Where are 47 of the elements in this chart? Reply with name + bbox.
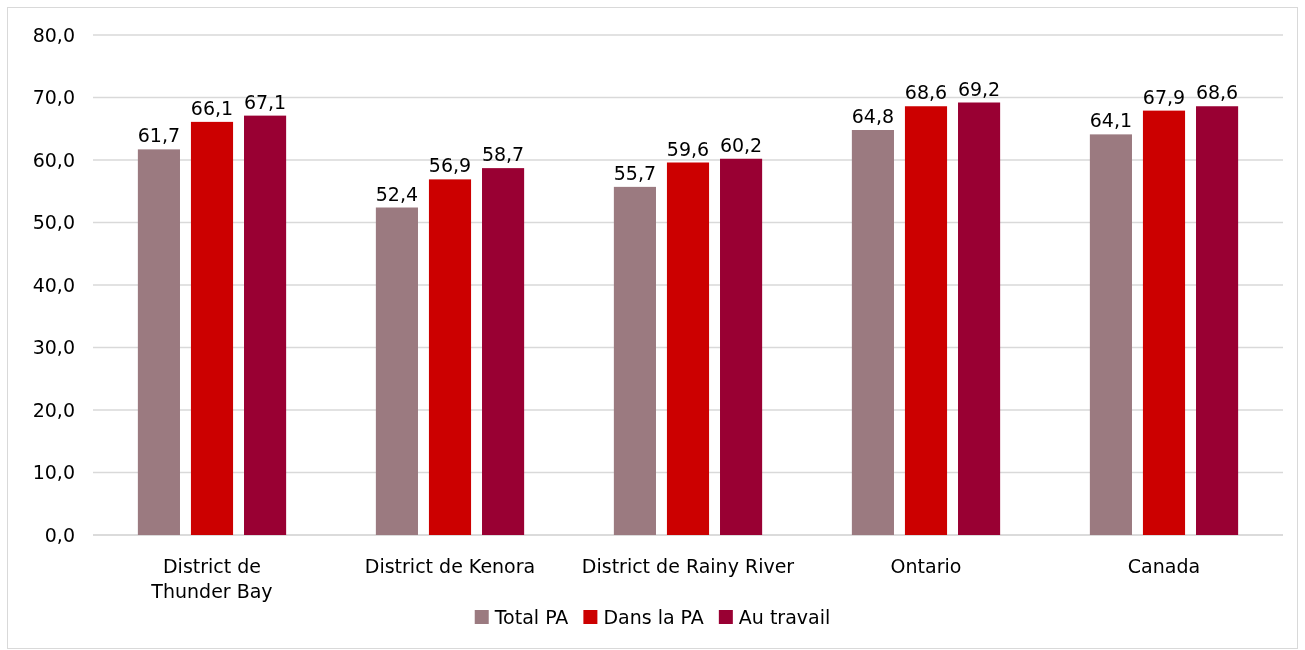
x-tick-label: District de Rainy River: [581, 555, 795, 577]
y-tick-label: 30,0: [32, 336, 75, 359]
bar: [482, 168, 525, 535]
y-tick-label: 10,0: [32, 461, 75, 484]
data-label: 58,7: [481, 143, 525, 166]
bar: [375, 207, 418, 535]
data-label: 60,2: [719, 133, 763, 156]
y-tick-label: 0,0: [44, 523, 75, 546]
data-label: 69,2: [957, 77, 1001, 100]
data-label: 55,7: [613, 161, 657, 184]
data-label: 67,9: [1142, 85, 1186, 108]
data-label: 64,8: [851, 105, 895, 127]
bar: [613, 186, 656, 535]
data-label: 61,7: [137, 124, 181, 147]
bar: [1142, 110, 1186, 535]
y-tick-label: 40,0: [32, 273, 75, 296]
bar: [720, 158, 763, 535]
legend-label: Au travail: [738, 605, 831, 628]
data-label: 68,6: [904, 81, 948, 104]
bar: [1196, 106, 1239, 535]
bar: [428, 179, 472, 535]
data-label: 52,4: [375, 182, 419, 205]
bar: [190, 121, 234, 535]
data-label: 59,6: [666, 137, 710, 160]
bar: [904, 106, 948, 535]
bar: [666, 162, 710, 535]
bar: [1089, 134, 1132, 535]
x-tick-label: District de Kenora: [364, 555, 536, 577]
y-tick-label: 80,0: [32, 23, 75, 46]
data-label: 64,1: [1089, 109, 1133, 132]
bar: [851, 130, 894, 535]
x-tick-label: Ontario: [890, 555, 962, 577]
y-tick-label: 20,0: [32, 398, 75, 421]
bar: [244, 115, 287, 535]
bar: [137, 149, 180, 535]
y-tick-label: 60,0: [32, 148, 75, 171]
data-label: 66,1: [190, 96, 234, 119]
legend-label: Total PA: [493, 605, 569, 628]
data-label: 56,9: [428, 154, 472, 177]
y-tick-label: 70,0: [32, 86, 75, 109]
data-label: 67,1: [243, 90, 287, 113]
data-label: 68,6: [1195, 81, 1239, 104]
x-tick-label: Canada: [1127, 555, 1201, 577]
bar: [958, 102, 1001, 535]
y-tick-label: 50,0: [32, 211, 75, 234]
legend-label: Dans la PA: [603, 605, 704, 628]
x-tick-label: District de Thunder Bay: [150, 555, 273, 602]
